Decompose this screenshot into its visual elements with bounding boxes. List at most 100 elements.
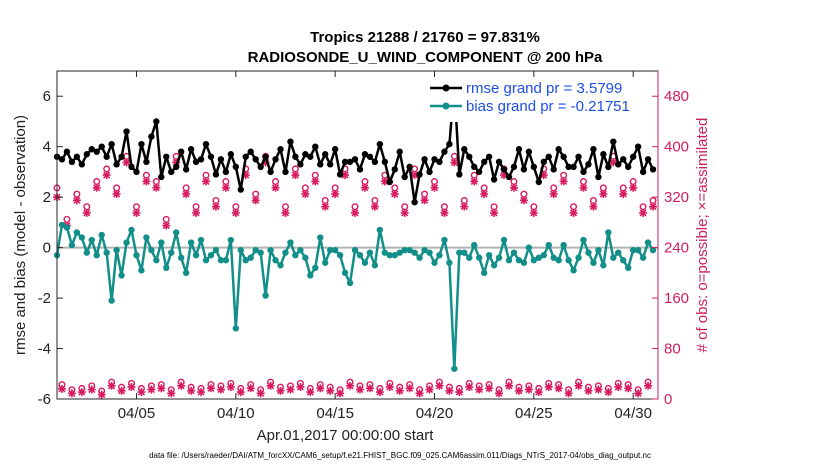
obs-star-stroke <box>301 190 309 198</box>
obs-star-stroke <box>495 389 503 397</box>
footnote: data file: /Users/raeder/DAI/ATM_forcXX/… <box>149 451 651 460</box>
obs-assimilated-marker <box>599 190 608 198</box>
obs-star-stroke <box>177 382 185 390</box>
obs-star-stroke <box>257 389 265 397</box>
bias-point <box>312 264 319 271</box>
obs-star-stroke <box>321 203 329 211</box>
bias-point <box>148 246 155 254</box>
rmse-point <box>138 140 145 148</box>
rmse-point <box>446 140 453 148</box>
obs-assimilated-marker <box>624 384 633 393</box>
rmse-point <box>555 146 562 153</box>
obs-star-stroke <box>331 190 339 198</box>
rmse-point <box>595 173 602 181</box>
bias-point <box>436 251 443 259</box>
obs-star-stroke <box>132 209 141 217</box>
obs-star-stroke <box>68 389 76 397</box>
obs-assimilated-marker <box>221 183 230 192</box>
rmse-point <box>371 158 379 166</box>
obs-assimilated-marker <box>375 388 384 397</box>
obs-assimilated-marker <box>644 381 653 390</box>
bias-point <box>227 236 235 244</box>
obs-star-stroke <box>252 196 260 204</box>
obs-assimilated-marker <box>430 183 439 192</box>
obs-assimilated-marker <box>157 384 166 393</box>
bias-point <box>520 259 528 266</box>
obs-assimilated-marker <box>639 208 648 217</box>
obs-assimilated-marker <box>336 389 345 398</box>
bias-point <box>530 257 538 264</box>
obs-assimilated-marker <box>286 385 295 394</box>
obs-assimilated-marker <box>142 177 151 186</box>
obs-star-stroke <box>624 384 632 392</box>
obs-assimilated-marker <box>281 208 290 217</box>
rmse-point <box>282 168 289 176</box>
rmse-point <box>431 156 438 163</box>
bias-point <box>207 251 215 259</box>
rmse-point <box>485 153 493 160</box>
obs-assimilated-marker <box>331 190 340 198</box>
obs-star-stroke <box>376 388 384 396</box>
obs-star-stroke <box>271 184 280 192</box>
obs-assimilated-marker <box>77 388 86 397</box>
obs-assimilated-marker <box>271 183 280 192</box>
obs-star-stroke <box>227 383 235 391</box>
bias-point <box>153 257 160 264</box>
obs-star-stroke <box>599 190 607 198</box>
obs-assimilated-marker <box>326 386 335 395</box>
obs-star-stroke <box>73 196 81 204</box>
obs-assimilated-marker <box>346 381 355 390</box>
rmse-point <box>187 146 195 153</box>
bias-point <box>58 221 66 229</box>
obs-star-stroke <box>83 209 91 217</box>
obs-star-stroke <box>505 382 513 390</box>
bias-point <box>108 297 115 304</box>
rmse-point <box>227 151 235 158</box>
bias-point <box>620 257 627 264</box>
obs-assimilated-marker <box>629 183 638 192</box>
obs-star-stroke <box>634 389 642 397</box>
bias-point <box>143 234 150 241</box>
obs-assimilated-marker <box>67 389 76 398</box>
rmse-point <box>103 153 110 160</box>
rmse-point <box>535 178 542 186</box>
obs-star-stroke <box>351 209 359 217</box>
obs-assimilated-marker <box>211 202 220 211</box>
y2-tick-label: 0 <box>664 391 672 408</box>
bias-point <box>98 231 105 239</box>
bias-point <box>535 254 542 261</box>
rmse-point <box>580 168 587 176</box>
obs-star-stroke <box>515 387 523 395</box>
rmse-point <box>456 171 463 178</box>
rmse-point <box>212 171 220 178</box>
obs-assimilated-marker <box>355 385 364 394</box>
obs-star-stroke <box>430 184 439 192</box>
rmse-point <box>267 168 274 176</box>
rmse-point <box>128 163 135 171</box>
obs-assimilated-marker <box>604 388 613 397</box>
rmse-point <box>381 158 389 166</box>
obs-assimilated-marker <box>92 183 101 192</box>
obs-assimilated-marker <box>395 386 404 395</box>
bias-point <box>322 259 329 266</box>
obs-star-stroke <box>93 184 101 192</box>
obs-assimilated-marker <box>231 208 240 217</box>
obs-assimilated-marker <box>117 386 126 395</box>
obs-assimilated-marker <box>425 385 434 394</box>
obs-star-stroke <box>276 387 285 395</box>
obs-star-stroke <box>108 382 116 390</box>
obs-assimilated-marker <box>490 208 499 217</box>
obs-star-stroke <box>569 209 578 217</box>
bias-point <box>406 246 413 254</box>
obs-star-stroke <box>406 384 414 392</box>
obs-assimilated-marker <box>435 381 444 390</box>
obs-assimilated-marker <box>256 389 265 398</box>
bias-series <box>53 221 657 372</box>
obs-assimilated-marker <box>107 381 116 390</box>
rmse-point <box>222 168 230 176</box>
bias-point <box>629 246 637 254</box>
rmse-point <box>78 161 86 168</box>
rmse-point <box>629 153 637 160</box>
rmse-point <box>207 153 215 160</box>
bias-point <box>426 249 433 256</box>
